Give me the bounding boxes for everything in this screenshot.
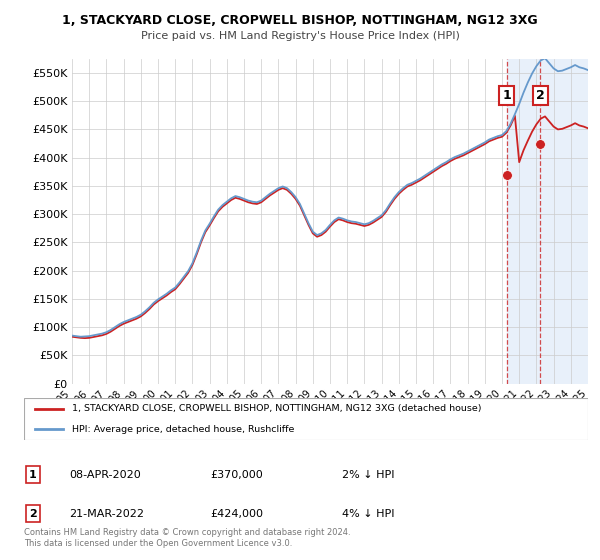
Text: 2: 2	[536, 89, 545, 102]
Text: 2% ↓ HPI: 2% ↓ HPI	[342, 470, 395, 479]
Text: HPI: Average price, detached house, Rushcliffe: HPI: Average price, detached house, Rush…	[72, 424, 295, 433]
Text: 1, STACKYARD CLOSE, CROPWELL BISHOP, NOTTINGHAM, NG12 3XG (detached house): 1, STACKYARD CLOSE, CROPWELL BISHOP, NOT…	[72, 404, 481, 413]
Text: 1: 1	[502, 89, 511, 102]
Text: £424,000: £424,000	[210, 509, 263, 519]
Text: Contains HM Land Registry data © Crown copyright and database right 2024.
This d: Contains HM Land Registry data © Crown c…	[24, 528, 350, 548]
FancyBboxPatch shape	[24, 398, 588, 440]
Text: 4% ↓ HPI: 4% ↓ HPI	[342, 509, 395, 519]
Text: £370,000: £370,000	[210, 470, 263, 479]
Bar	[506, 59, 588, 384]
Text: 1: 1	[29, 470, 37, 479]
Text: 2: 2	[29, 509, 37, 519]
Text: 1, STACKYARD CLOSE, CROPWELL BISHOP, NOTTINGHAM, NG12 3XG: 1, STACKYARD CLOSE, CROPWELL BISHOP, NOT…	[62, 14, 538, 27]
Text: 08-APR-2020: 08-APR-2020	[69, 470, 141, 479]
Text: 21-MAR-2022: 21-MAR-2022	[69, 509, 144, 519]
Text: Price paid vs. HM Land Registry's House Price Index (HPI): Price paid vs. HM Land Registry's House …	[140, 31, 460, 41]
